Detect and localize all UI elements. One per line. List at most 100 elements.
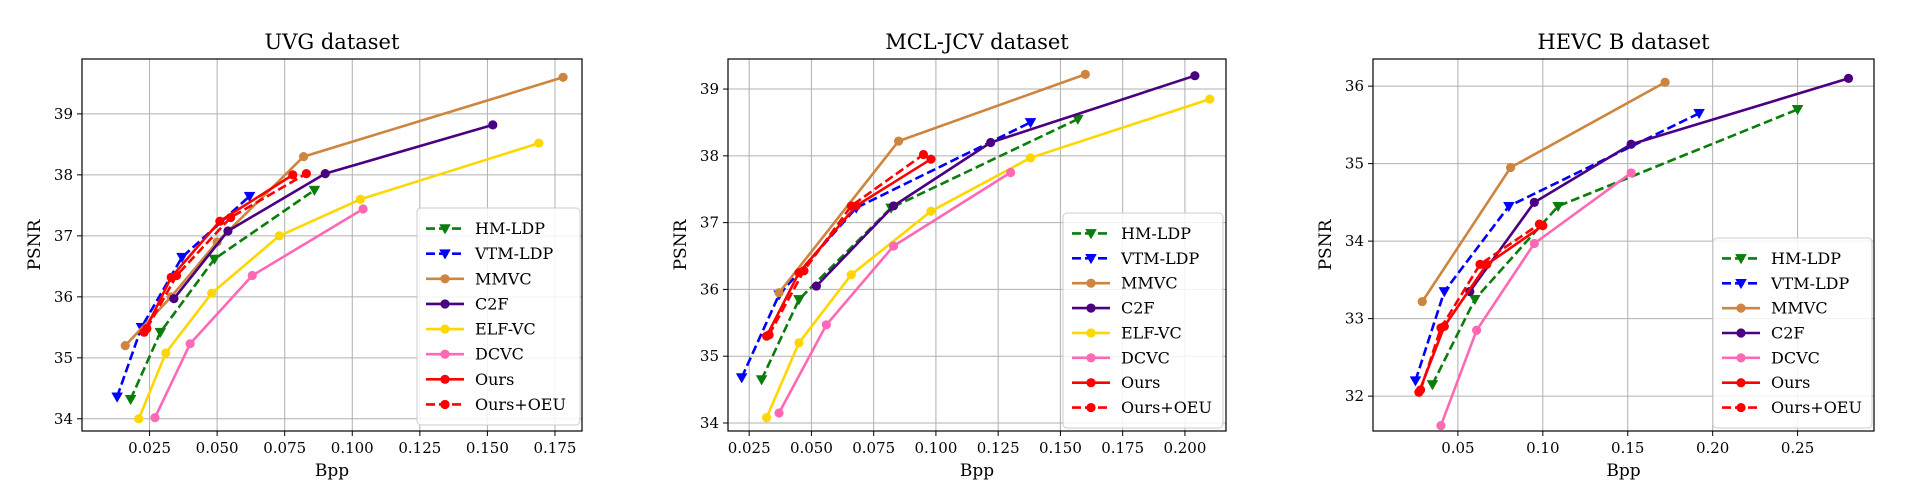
data-point-ours-oeu [846, 201, 856, 211]
data-point-dcvc [150, 412, 160, 423]
series-line-hm-ldp [129, 189, 316, 400]
legend-entry-ours: Ours [1072, 373, 1160, 392]
legend-marker [440, 299, 450, 309]
data-point-mmvc [558, 72, 568, 82]
data-point-c2f [1626, 139, 1636, 149]
data-point-hm-ldp [154, 327, 167, 339]
legend-label: Ours+OEU [1771, 398, 1862, 417]
data-point-dcvc [1626, 168, 1636, 178]
chart-1: 0.025 0.050 0.075 0.100 0.125 0.150 0.175 34 35 3… [25, 30, 583, 480]
y-tick-label: 36 [700, 280, 719, 298]
data-point-dcvc [821, 320, 831, 330]
legend-entry-ours-oeu: Ours+OEU [426, 395, 566, 414]
plot-area [111, 72, 568, 424]
x-tick-label: 0.15 [1611, 439, 1644, 457]
legend-entry-c2f: C2F [1072, 299, 1155, 318]
series-dcvc [1436, 168, 1636, 431]
y-tick-label: 36 [54, 288, 73, 306]
legend-label: HM-LDP [1121, 224, 1191, 243]
data-point-c2f [1529, 197, 1539, 207]
data-point-c2f [1843, 73, 1854, 83]
legend-marker [440, 374, 450, 384]
legend-box [1712, 237, 1873, 429]
data-point-mmvc [1505, 162, 1516, 173]
data-point-ours [288, 170, 298, 180]
data-point-vtm-ldp [1409, 376, 1422, 387]
data-point-mmvc [120, 341, 130, 351]
series-line-c2f [172, 123, 494, 300]
data-point-c2f [320, 169, 330, 179]
legend-entry-mmvc: MMVC [1722, 299, 1828, 318]
series-line-ours [1417, 224, 1544, 393]
series-hm-ldp [1426, 105, 1804, 391]
data-point-dcvc [1436, 420, 1446, 431]
y-tick-label: 35 [700, 347, 719, 365]
x-tick-label: 0.175 [533, 439, 576, 457]
legend-marker [1086, 278, 1096, 288]
legend-entry-elf-vc: ELF-VC [1072, 323, 1182, 342]
x-tick-label: 0.25 [1781, 439, 1814, 457]
legend-label: VTM-LDP [1770, 274, 1849, 293]
legend-entry-vtm-ldp: VTM-LDP [1722, 274, 1849, 293]
y-tick-label: 37 [54, 227, 73, 245]
data-point-elf-vc [207, 288, 217, 298]
legend-marker [440, 324, 450, 334]
data-point-ours-oeu [918, 149, 929, 160]
series-ours-oeu [142, 169, 311, 334]
series-ours [1414, 221, 1548, 397]
data-point-elf-vc [926, 206, 936, 216]
data-point-elf-vc [274, 231, 284, 241]
legend-marker [1085, 254, 1097, 265]
data-point-mmvc [1660, 77, 1670, 87]
legend-label: Ours+OEU [475, 395, 566, 414]
data-point-dcvc [1471, 325, 1482, 335]
y-tick-label: 33 [1345, 310, 1364, 328]
data-point-mmvc [893, 136, 904, 146]
data-point-vtm-ldp [243, 191, 256, 203]
legend-marker [1736, 378, 1746, 388]
data-point-elf-vc [134, 414, 144, 424]
legend-label: DCVC [1121, 348, 1170, 367]
y-tick-label: 34 [54, 410, 73, 428]
x-tick-label: 0.075 [263, 439, 306, 457]
series-mmvc [774, 69, 1090, 298]
data-point-elf-vc [161, 348, 171, 358]
series-line-vtm-ldp [740, 121, 1032, 379]
legend-label: VTM-LDP [474, 244, 553, 263]
series-line-c2f [815, 74, 1196, 288]
x-tick-label: 0.125 [977, 439, 1020, 457]
x-tick-label: 0.175 [1101, 439, 1144, 457]
data-point-ours-oeu [171, 270, 182, 281]
x-axis-label: Bpp [315, 461, 349, 480]
data-point-vtm-ldp [735, 373, 748, 384]
series-c2f [1465, 73, 1854, 297]
legend-entry-dcvc: DCVC [426, 345, 524, 364]
x-tick-label: 0.100 [331, 439, 374, 457]
series-mmvc [1417, 77, 1670, 307]
x-tick-label: 0.20 [1696, 439, 1729, 457]
legend-entry-hm-ldp: HM-LDP [426, 219, 545, 238]
x-tick-label: 0.050 [196, 439, 239, 457]
series-ours [139, 170, 298, 337]
data-point-mmvc [774, 288, 784, 298]
series-line-ours [765, 158, 932, 337]
legend-marker [1736, 303, 1746, 313]
x-tick-label: 0.150 [1039, 439, 1082, 457]
legend: HM-LDP VTM-LDP MMVC C2F ELF-VC DCVC Ours Ours+O… [1062, 212, 1224, 429]
legend-marker [1735, 254, 1747, 265]
data-point-dcvc [774, 408, 784, 418]
data-point-ours-oeu [764, 330, 774, 340]
legend-marker [1736, 353, 1746, 363]
legend-entry-mmvc: MMVC [426, 269, 532, 288]
legend-marker [1086, 303, 1096, 313]
legend-entry-ours: Ours [426, 370, 514, 389]
legend-box [416, 207, 581, 426]
legend-marker [1086, 328, 1096, 338]
data-point-ours-oeu [1436, 323, 1446, 333]
series-line-dcvc [153, 207, 364, 419]
axes-frame [1372, 58, 1875, 432]
legend-label: MMVC [1121, 274, 1178, 293]
data-point-ours-oeu [1415, 385, 1426, 395]
legend: HM-LDP VTM-LDP MMVC C2F ELF-VC DCVC Ours Ours+O… [416, 207, 581, 426]
legend-marker [1735, 278, 1747, 290]
